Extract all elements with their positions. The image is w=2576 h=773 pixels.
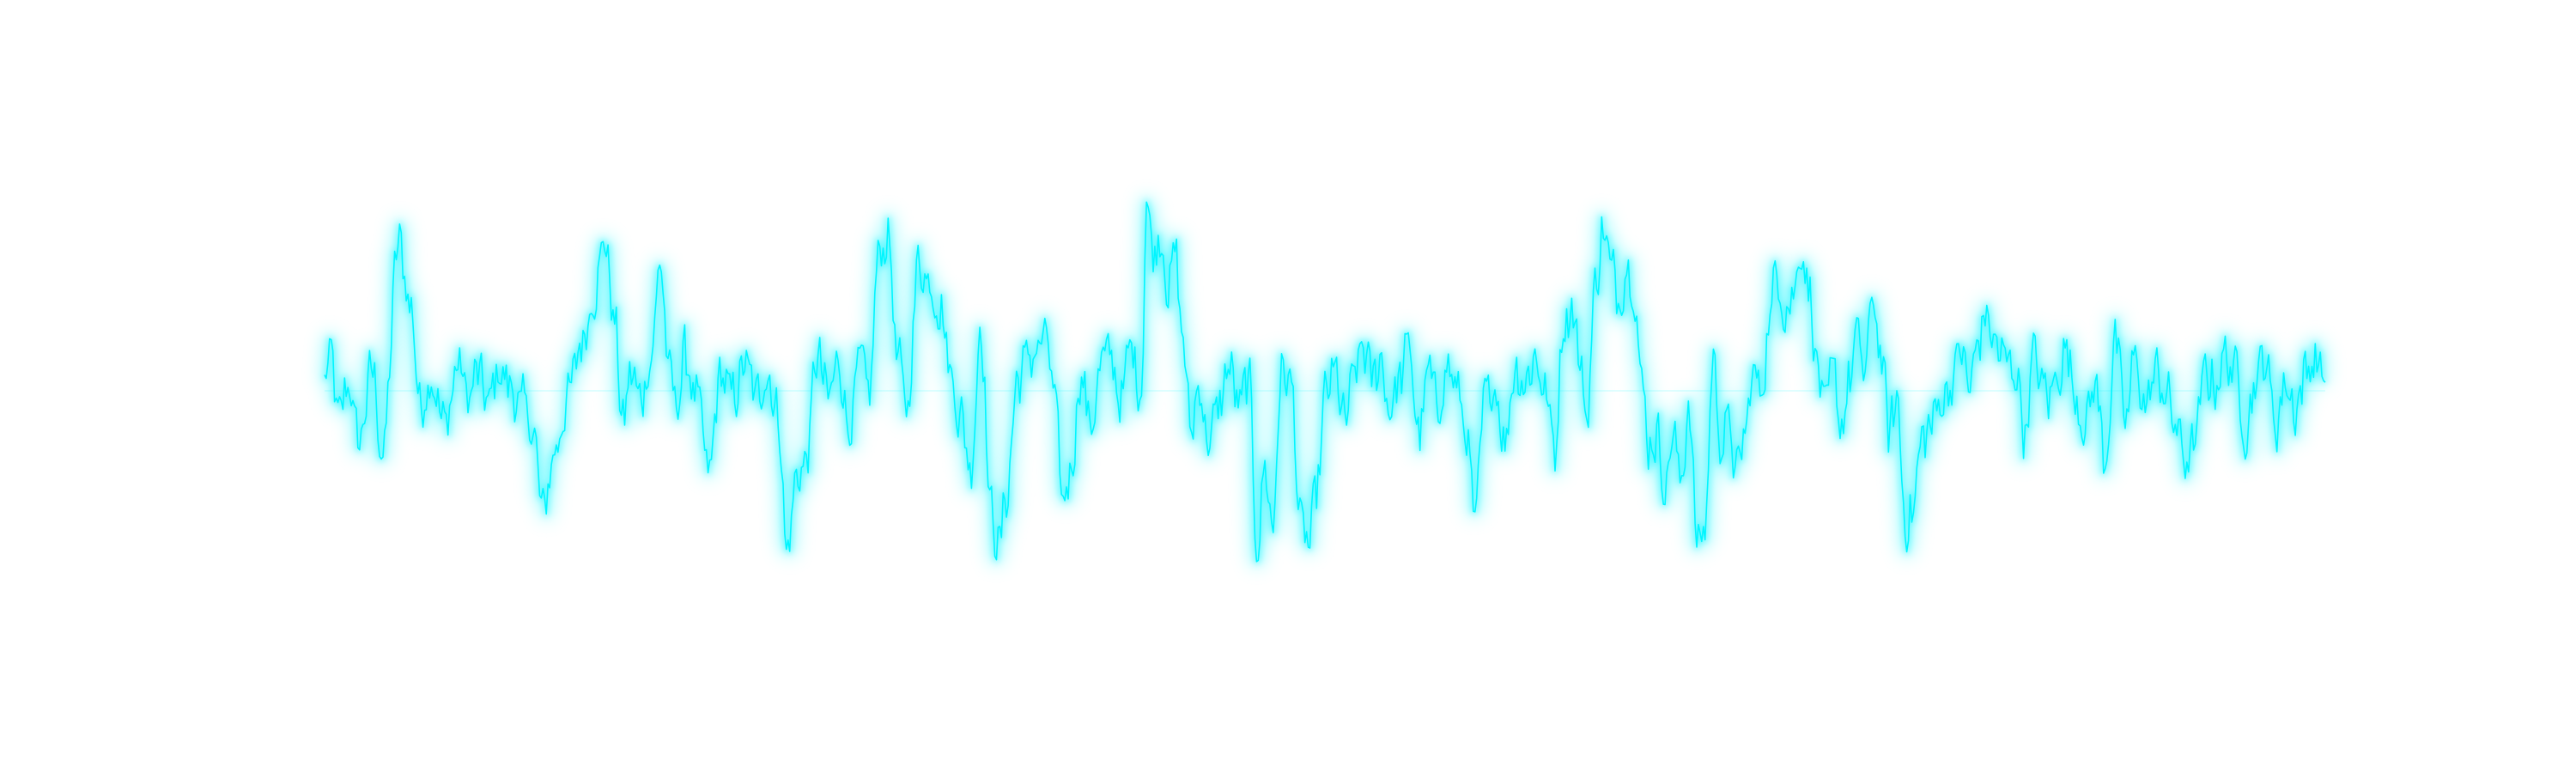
waveform-line [324,201,2326,563]
waveform-series [324,201,2326,563]
